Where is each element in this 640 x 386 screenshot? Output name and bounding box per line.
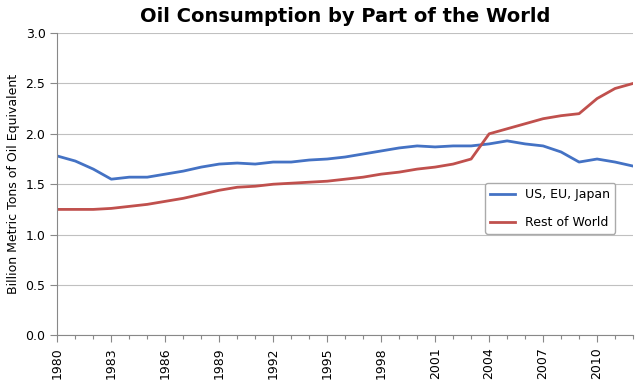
Rest of World — [252, 184, 259, 188]
US, EU, Japan — [108, 177, 115, 181]
US, EU, Japan — [305, 158, 313, 163]
Rest of World — [143, 202, 151, 207]
Rest of World — [467, 157, 475, 161]
Rest of World — [485, 132, 493, 136]
Rest of World — [216, 188, 223, 193]
US, EU, Japan — [396, 146, 403, 150]
US, EU, Japan — [90, 167, 97, 171]
US, EU, Japan — [540, 144, 547, 148]
US, EU, Japan — [143, 175, 151, 179]
US, EU, Japan — [287, 160, 295, 164]
Rest of World — [72, 207, 79, 212]
Rest of World — [503, 127, 511, 131]
Line: US, EU, Japan: US, EU, Japan — [58, 141, 633, 179]
Rest of World — [540, 117, 547, 121]
US, EU, Japan — [485, 142, 493, 146]
Rest of World — [413, 167, 421, 171]
US, EU, Japan — [378, 149, 385, 153]
Rest of World — [108, 206, 115, 211]
Line: Rest of World: Rest of World — [58, 83, 633, 210]
Rest of World — [197, 192, 205, 196]
US, EU, Japan — [72, 159, 79, 163]
Legend: US, EU, Japan, Rest of World: US, EU, Japan, Rest of World — [485, 183, 615, 234]
Rest of World — [557, 113, 565, 118]
US, EU, Japan — [413, 144, 421, 148]
US, EU, Japan — [252, 162, 259, 166]
US, EU, Japan — [216, 162, 223, 166]
US, EU, Japan — [503, 139, 511, 143]
Rest of World — [431, 165, 439, 169]
US, EU, Japan — [467, 144, 475, 148]
Rest of World — [629, 81, 637, 86]
US, EU, Japan — [269, 160, 277, 164]
Rest of World — [125, 204, 133, 209]
US, EU, Japan — [629, 164, 637, 168]
US, EU, Japan — [161, 172, 169, 176]
US, EU, Japan — [323, 157, 331, 161]
US, EU, Japan — [521, 142, 529, 146]
US, EU, Japan — [179, 169, 187, 173]
Rest of World — [323, 179, 331, 183]
Rest of World — [521, 122, 529, 126]
US, EU, Japan — [575, 160, 583, 164]
Rest of World — [234, 185, 241, 190]
Rest of World — [54, 207, 61, 212]
Rest of World — [287, 181, 295, 186]
Rest of World — [269, 182, 277, 186]
Rest of World — [90, 207, 97, 212]
US, EU, Japan — [234, 161, 241, 165]
Rest of World — [575, 111, 583, 116]
US, EU, Japan — [431, 145, 439, 149]
Title: Oil Consumption by Part of the World: Oil Consumption by Part of the World — [140, 7, 550, 26]
Rest of World — [179, 196, 187, 201]
Rest of World — [305, 180, 313, 185]
US, EU, Japan — [54, 154, 61, 158]
US, EU, Japan — [593, 157, 601, 161]
Rest of World — [341, 177, 349, 181]
Rest of World — [611, 86, 619, 91]
US, EU, Japan — [557, 150, 565, 154]
US, EU, Japan — [197, 165, 205, 169]
Rest of World — [359, 175, 367, 179]
US, EU, Japan — [359, 152, 367, 156]
Rest of World — [396, 170, 403, 174]
Rest of World — [378, 172, 385, 176]
Rest of World — [593, 96, 601, 101]
US, EU, Japan — [611, 160, 619, 164]
US, EU, Japan — [125, 175, 133, 179]
Y-axis label: Billion Metric Tons of Oil Equivalent: Billion Metric Tons of Oil Equivalent — [7, 74, 20, 294]
US, EU, Japan — [449, 144, 457, 148]
US, EU, Japan — [341, 155, 349, 159]
Rest of World — [449, 162, 457, 166]
Rest of World — [161, 199, 169, 204]
